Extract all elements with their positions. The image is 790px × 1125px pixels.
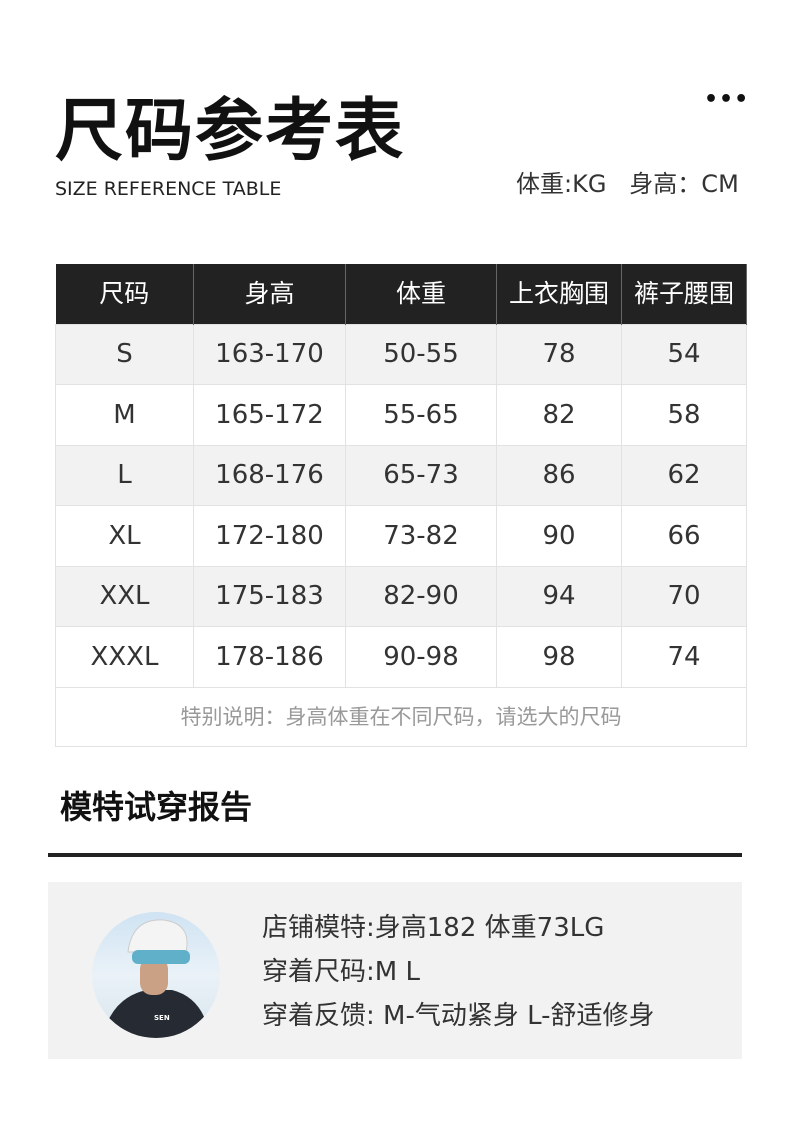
table-cell: XL	[55, 505, 194, 567]
table-cell: 74	[621, 626, 747, 688]
table-cell: 165-172	[193, 384, 346, 446]
table-cell: 90-98	[345, 626, 497, 688]
table-cell: XXL	[55, 565, 194, 627]
table-cell: 58	[621, 384, 747, 446]
jersey-logo: SEN	[154, 1014, 170, 1022]
table-cell: 175-183	[193, 565, 346, 627]
more-icon[interactable]: •••	[704, 87, 750, 112]
model-info-line: 店铺模特:身高182 体重73LG	[262, 913, 605, 943]
units-label: 体重:KG 身高：CM	[516, 170, 739, 198]
table-cell: 70	[621, 565, 747, 627]
model-report-title: 模特试穿报告	[60, 788, 253, 826]
model-size-line: 穿着尺码:M L	[262, 957, 420, 987]
table-cell: 82-90	[345, 565, 497, 627]
table-cell: 50-55	[345, 323, 497, 385]
table-cell: 98	[496, 626, 622, 688]
model-feedback-line: 穿着反馈: M-气动紧身 L-舒适修身	[262, 1001, 655, 1031]
divider	[48, 853, 742, 857]
column-header: 上衣胸围	[496, 264, 622, 324]
table-row: S 163-170 50-55 78 54	[55, 323, 747, 385]
table-cell: 62	[621, 444, 747, 506]
table-cell: M	[55, 384, 194, 446]
table-cell: 86	[496, 444, 622, 506]
table-cell: L	[55, 444, 194, 506]
model-avatar: SEN	[92, 912, 220, 1038]
column-header: 裤子腰围	[621, 264, 747, 324]
table-cell: 78	[496, 323, 622, 385]
table-cell: 172-180	[193, 505, 346, 567]
table-cell: 94	[496, 565, 622, 627]
note-row: 特别说明：身高体重在不同尺码，请选大的尺码	[55, 686, 747, 747]
page-subtitle: SIZE REFERENCE TABLE	[55, 178, 282, 200]
table-cell: S	[55, 323, 194, 385]
size-table: 尺码 身高 体重 上衣胸围 裤子腰围 S 163-170 50-55 78 54 M 165…	[55, 264, 747, 747]
column-header: 尺码	[55, 264, 194, 324]
table-cell: 163-170	[193, 323, 346, 385]
column-header: 身高	[193, 264, 346, 324]
size-note: 特别说明：身高体重在不同尺码，请选大的尺码	[55, 686, 747, 747]
table-cell: 73-82	[345, 505, 497, 567]
column-header: 体重	[345, 264, 497, 324]
table-cell: 82	[496, 384, 622, 446]
table-row: M 165-172 55-65 82 58	[55, 384, 747, 446]
table-cell: 90	[496, 505, 622, 567]
table-row: XXL 175-183 82-90 94 70	[55, 565, 747, 627]
table-row: XL 172-180 73-82 90 66	[55, 505, 747, 567]
table-cell: 168-176	[193, 444, 346, 506]
table-row: XXXL 178-186 90-98 98 74	[55, 626, 747, 688]
table-cell: 54	[621, 323, 747, 385]
table-cell: 55-65	[345, 384, 497, 446]
table-cell: 178-186	[193, 626, 346, 688]
table-cell: 65-73	[345, 444, 497, 506]
page-title: 尺码参考表	[55, 92, 406, 171]
table-cell: 66	[621, 505, 747, 567]
table-header: 尺码 身高 体重 上衣胸围 裤子腰围	[55, 264, 747, 324]
table-row: L 168-176 65-73 86 62	[55, 444, 747, 506]
table-cell: XXXL	[55, 626, 194, 688]
